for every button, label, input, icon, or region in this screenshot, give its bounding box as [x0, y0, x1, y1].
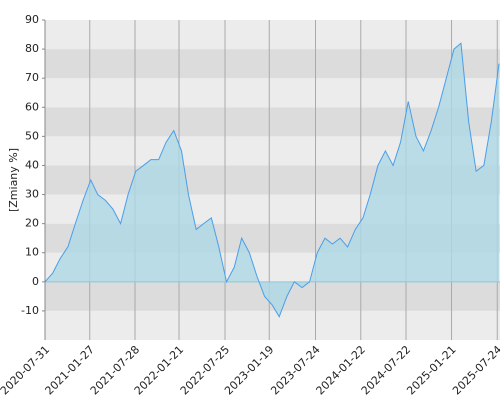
y-tick-label: 90 [25, 13, 39, 26]
y-tick-label: 0 [32, 275, 39, 288]
y-axis-label: [Zmiany %] [7, 148, 20, 212]
band [45, 107, 500, 137]
y-tick-label: 20 [25, 217, 39, 230]
y-tick-label: 50 [25, 129, 39, 142]
y-tick-label: 80 [25, 42, 39, 55]
y-tick-label: 30 [25, 188, 39, 201]
band [45, 49, 500, 79]
y-tick-label: 10 [25, 246, 39, 259]
line [44, 42, 500, 318]
band [45, 20, 500, 50]
y-tick-label: 60 [25, 100, 39, 113]
band [45, 310, 500, 340]
y-tick-label: 40 [25, 158, 39, 171]
y-tick-label: 70 [25, 71, 39, 84]
band [45, 78, 500, 108]
y-tick-label: -10 [21, 304, 39, 317]
area [45, 43, 500, 317]
